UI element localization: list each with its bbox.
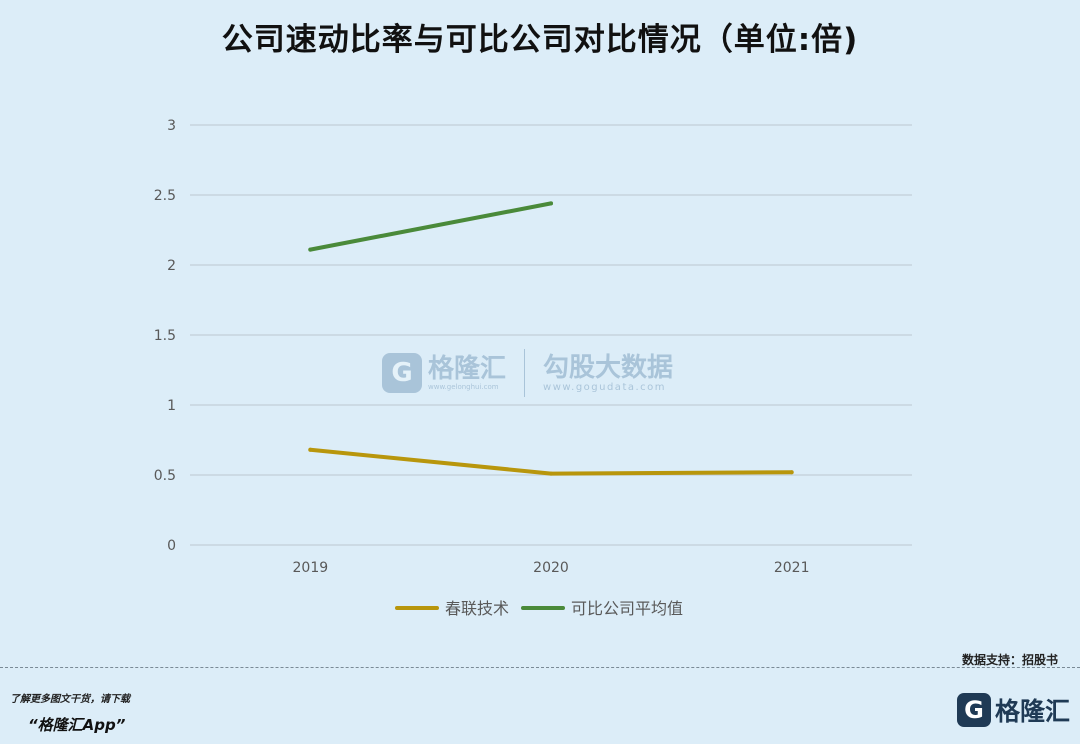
y-tick-label: 3 xyxy=(167,118,176,134)
watermark-right-brand: 勾股大数据 xyxy=(543,352,674,383)
data-point xyxy=(549,201,553,206)
data-point xyxy=(308,447,313,452)
series-line-1 xyxy=(308,447,794,476)
chart-title: 公司速动比率与可比公司对比情况（单位:倍) xyxy=(221,22,859,58)
watermark-right-url: www.gogudata.com xyxy=(543,381,667,393)
gelonghui-logo-icon: G xyxy=(382,353,422,393)
y-tick-label: 1 xyxy=(167,398,176,414)
data-point xyxy=(308,247,313,252)
footer-brand: G 格隆汇 xyxy=(956,690,1070,730)
y-tick-label: 1.5 xyxy=(154,328,176,344)
x-tick-label: 2019 xyxy=(293,560,329,576)
brand-logo-icon: G xyxy=(956,693,991,727)
x-tick-label: 2020 xyxy=(533,560,569,576)
legend-label: 春联技术 xyxy=(445,599,509,618)
x-tick-label: 2021 xyxy=(774,560,810,576)
promo-line-1: 了解更多图文干货，请下载 xyxy=(10,694,130,705)
watermark-separator xyxy=(524,349,526,397)
watermark-left-url: www.gelonghui.com xyxy=(428,383,499,391)
data-point xyxy=(789,470,794,475)
data-point xyxy=(549,471,553,476)
legend-label: 可比公司平均值 xyxy=(571,599,683,618)
watermark: G 格隆汇 www.gelonghui.com 勾股大数据 www.goguda… xyxy=(382,346,702,400)
y-tick-label: 2 xyxy=(167,258,176,274)
data-source: 数据支持：招股书 xyxy=(961,653,1058,667)
promo-line-2: “格隆汇App” xyxy=(28,716,126,734)
y-tick-label: 0 xyxy=(167,538,176,554)
line-chart: 0 0.5 1 1.5 2 2.5 3 2019 2020 2021 春联技术 可比公司平均值 xyxy=(154,118,912,618)
brand-name: 格隆汇 xyxy=(994,697,1070,726)
series-line-2 xyxy=(308,201,553,252)
footer-divider xyxy=(0,667,1080,668)
y-tick-label: 2.5 xyxy=(154,188,176,204)
y-tick-label: 0.5 xyxy=(154,468,176,484)
watermark-left-brand: 格隆汇 xyxy=(428,354,507,384)
